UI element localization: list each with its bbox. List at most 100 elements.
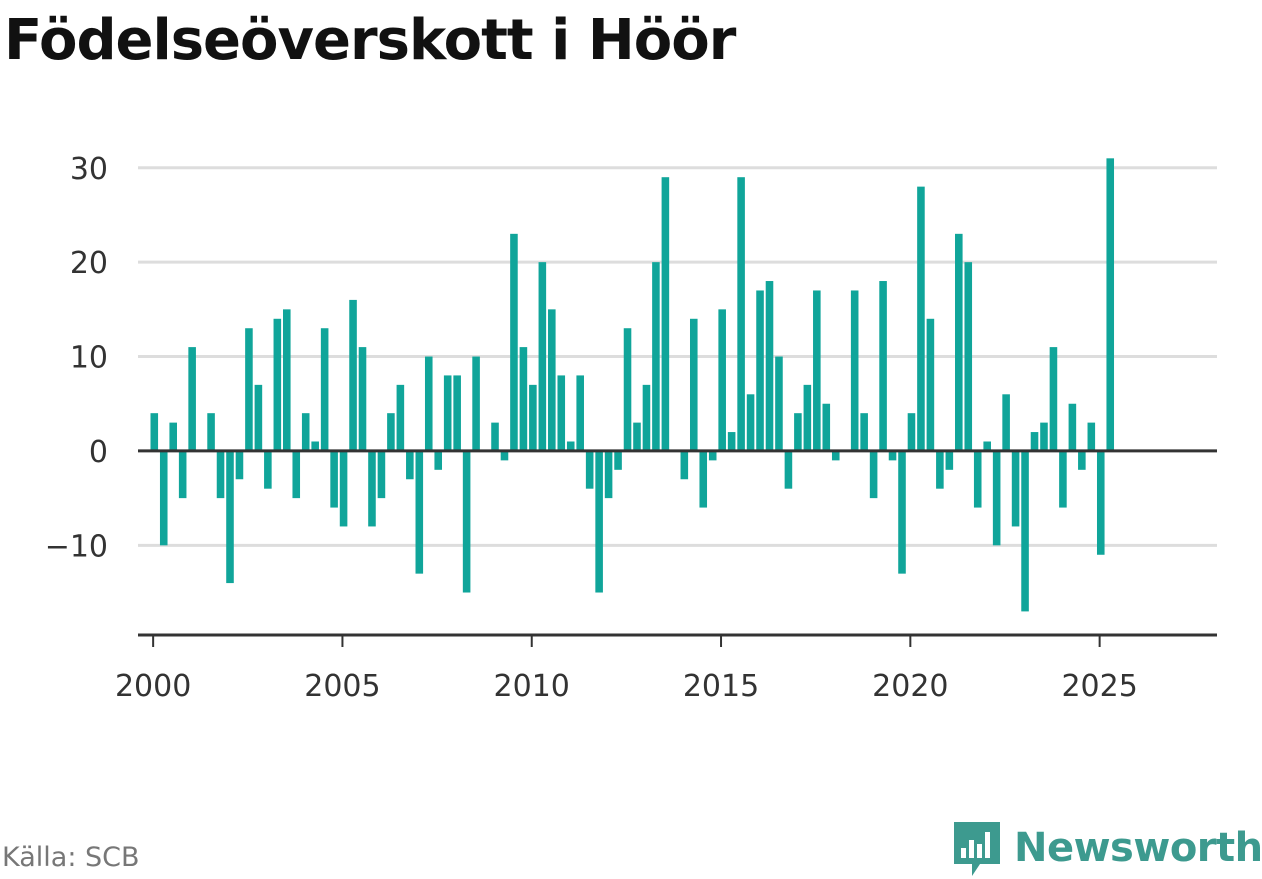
- y-axis-ticks: 30 20 10 0 −10: [45, 152, 108, 565]
- bar: [150, 413, 159, 451]
- bar: [216, 450, 225, 499]
- bar: [973, 450, 982, 508]
- axes: [138, 449, 1217, 637]
- bar: [917, 186, 925, 451]
- x-tick-label: 2020: [872, 669, 948, 704]
- bar: [746, 394, 755, 451]
- newsworthy-logo-icon: [954, 822, 1000, 876]
- bar: [680, 450, 689, 480]
- bar: [500, 450, 509, 461]
- bar: [207, 413, 215, 451]
- bar: [888, 450, 897, 461]
- bar: [936, 450, 944, 489]
- bar: [1040, 422, 1048, 451]
- bar: [585, 450, 594, 489]
- bar: [415, 450, 424, 574]
- newsworthy-logo[interactable]: Newsworthy: [950, 818, 1262, 878]
- bar: [406, 450, 414, 480]
- bar: [1059, 450, 1067, 508]
- y-tick-label: 0: [89, 435, 108, 470]
- y-tick-label: 10: [70, 341, 108, 376]
- bar: [188, 347, 196, 451]
- y-tick-label: −10: [45, 529, 108, 564]
- bar: [860, 413, 868, 451]
- bar: [519, 347, 528, 451]
- bar: [1030, 432, 1039, 451]
- bar: [1087, 422, 1096, 451]
- bar: [803, 384, 812, 451]
- bar: [472, 356, 480, 451]
- bar: [955, 233, 963, 451]
- bar: [548, 309, 556, 451]
- bar: [159, 450, 168, 546]
- bar: [566, 441, 575, 451]
- bar: [699, 450, 708, 508]
- bar: [339, 450, 348, 527]
- bar: [1049, 347, 1058, 451]
- bar: [235, 450, 244, 480]
- bar: [604, 450, 613, 499]
- bar: [226, 450, 234, 584]
- bar: [1011, 450, 1020, 527]
- bar: [377, 450, 386, 499]
- source-label: Källa: SCB: [2, 842, 140, 873]
- bar: [424, 356, 433, 451]
- bar: [794, 413, 802, 451]
- bar: [756, 290, 764, 451]
- bar: [283, 309, 291, 451]
- x-tick-label: 2025: [1061, 669, 1137, 704]
- bar: [510, 233, 518, 451]
- bar: [661, 177, 670, 451]
- bar: [633, 422, 641, 451]
- bar: [387, 413, 395, 451]
- bar: [491, 422, 499, 451]
- bar: [529, 384, 537, 451]
- bar: [320, 328, 329, 451]
- bar: [718, 309, 726, 451]
- bar: [330, 450, 338, 508]
- bar: [813, 290, 821, 451]
- bar: [292, 450, 301, 499]
- brand-name: Newsworthy: [1014, 825, 1262, 871]
- bar: [926, 318, 935, 451]
- bar: [775, 356, 783, 451]
- bar: [595, 450, 603, 593]
- x-axis-ticks: 2000 2005 2010 2015 2020 2025: [115, 635, 1138, 704]
- bar: [831, 450, 840, 461]
- x-tick-label: 2005: [304, 669, 380, 704]
- bar: [708, 450, 717, 461]
- bar: [642, 384, 651, 451]
- bar: [727, 432, 736, 451]
- bar: [737, 177, 745, 451]
- chart-title: Födelseöverskott i Höör: [4, 8, 736, 73]
- bar: [784, 450, 793, 489]
- bar: [349, 299, 357, 451]
- bar: [1078, 450, 1086, 470]
- y-tick-label: 20: [70, 246, 108, 281]
- bar: [652, 262, 660, 451]
- bar: [358, 347, 367, 451]
- gridlines: [138, 166, 1217, 547]
- bar: [1002, 394, 1010, 451]
- bar: [245, 328, 253, 451]
- bar: [557, 375, 566, 451]
- bar: [964, 262, 973, 451]
- bar: [301, 413, 310, 451]
- bar: [368, 450, 376, 527]
- bar: [462, 450, 471, 593]
- bar: [396, 384, 405, 451]
- bar: [434, 450, 443, 470]
- bar: [992, 450, 1001, 546]
- bar: [689, 318, 698, 451]
- bar: [178, 450, 187, 499]
- bar: [576, 375, 584, 451]
- bar: [311, 441, 319, 451]
- x-tick-label: 2000: [115, 669, 191, 704]
- y-tick-label: 30: [70, 152, 108, 187]
- bar: [443, 375, 452, 451]
- bar: [1021, 450, 1029, 612]
- bar: [869, 450, 878, 499]
- bar: [614, 450, 622, 470]
- bar: [907, 413, 916, 451]
